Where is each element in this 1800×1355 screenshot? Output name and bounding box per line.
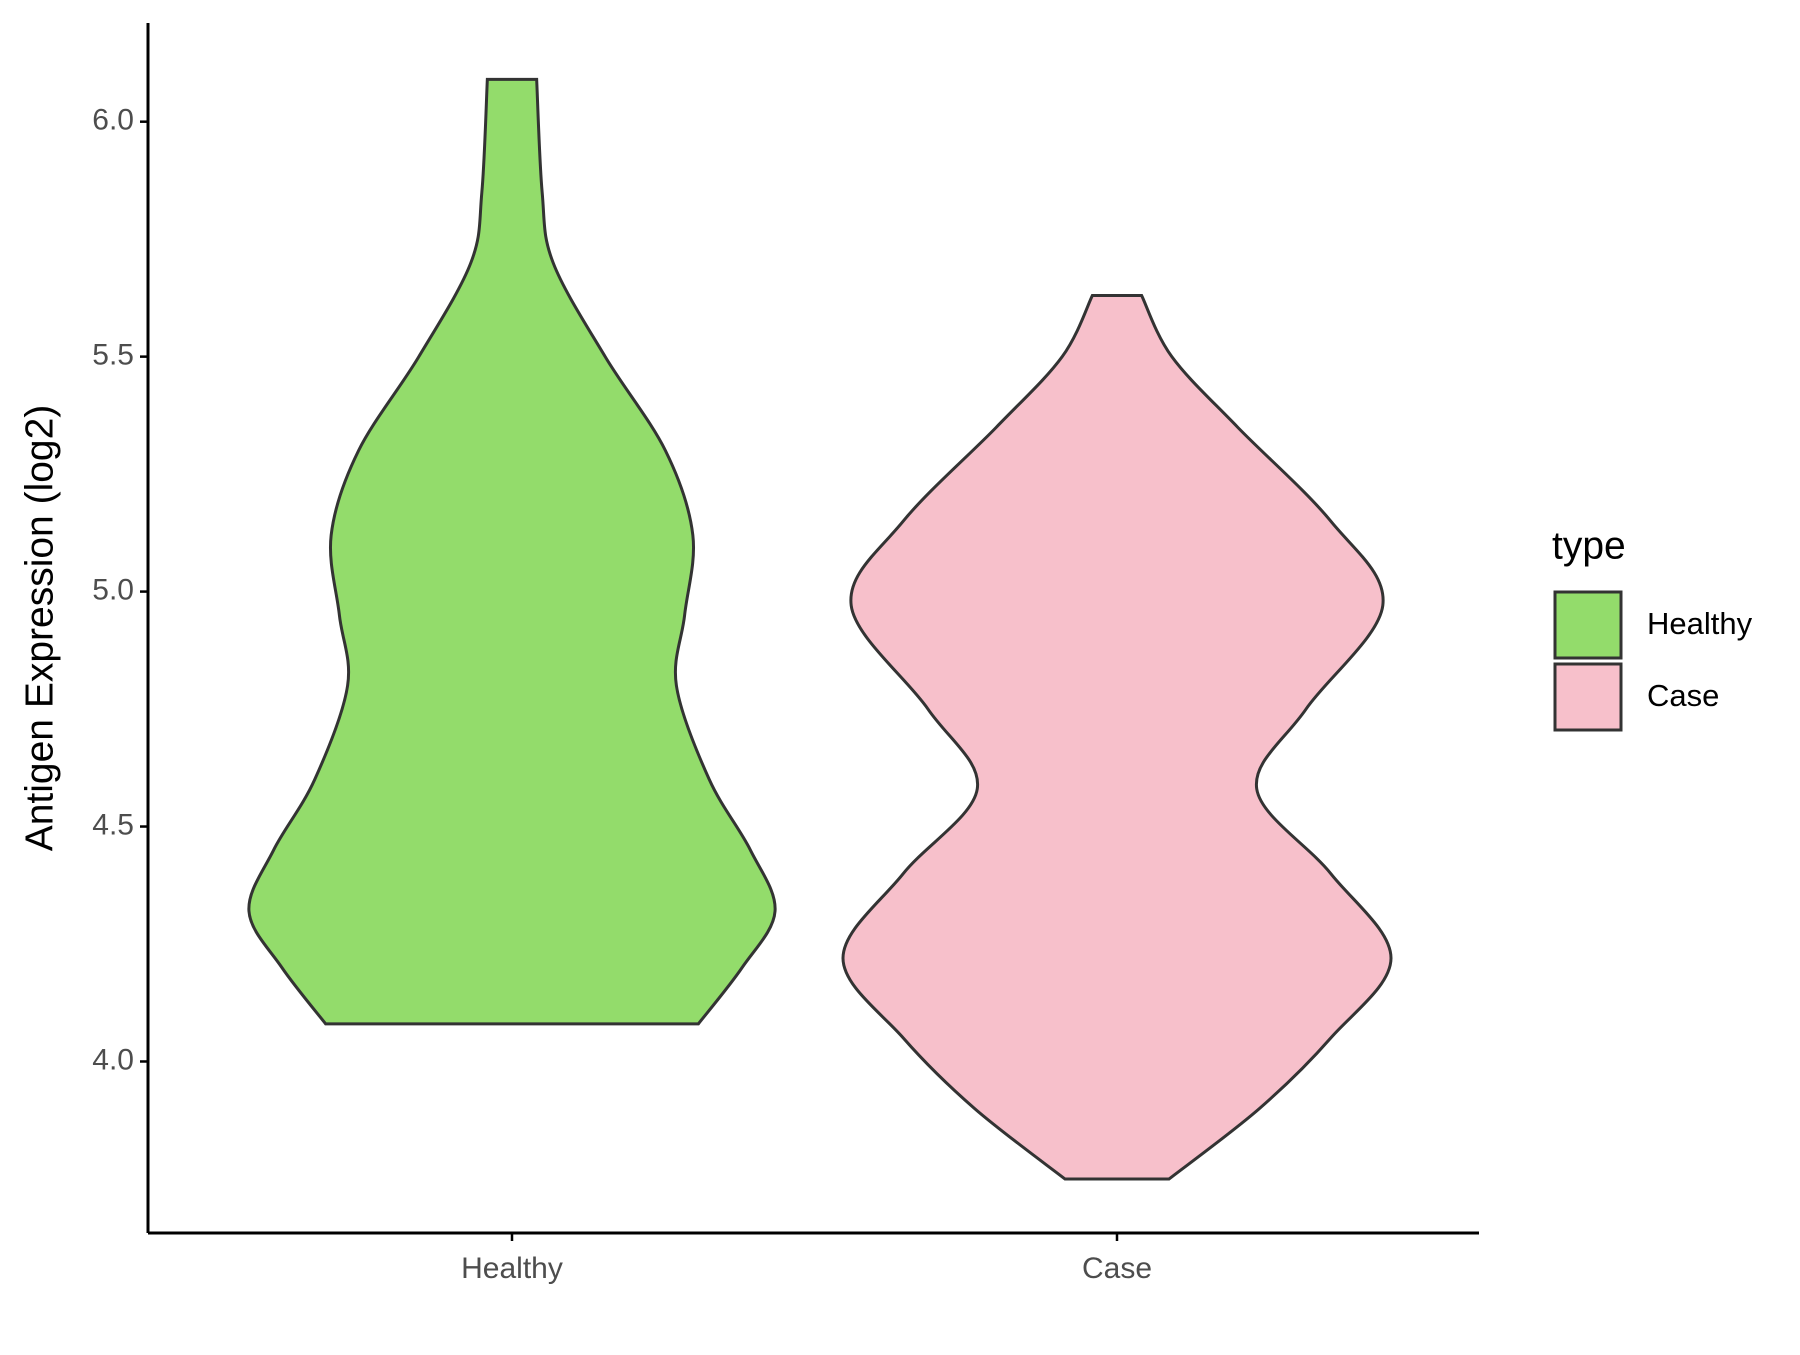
y-tick-label: 5.5 <box>92 339 134 372</box>
legend-title: type <box>1552 524 1626 567</box>
violin <box>247 77 777 1026</box>
y-tick-label: 5.0 <box>92 574 134 607</box>
violin <box>841 294 1393 1181</box>
y-tick-label: 4.5 <box>92 808 134 841</box>
x-tick-label: Case <box>1082 1252 1152 1285</box>
x-tick-label: Healthy <box>461 1252 563 1285</box>
legend-key <box>1553 662 1623 732</box>
legend-label: Case <box>1647 678 1719 713</box>
y-tick-label: 4.0 <box>92 1043 134 1076</box>
legend-key <box>1553 590 1623 660</box>
legend-label: Healthy <box>1647 606 1753 641</box>
y-tick-label: 6.0 <box>92 104 134 137</box>
y-axis-title: Antigen Expression (log2) <box>18 405 61 852</box>
